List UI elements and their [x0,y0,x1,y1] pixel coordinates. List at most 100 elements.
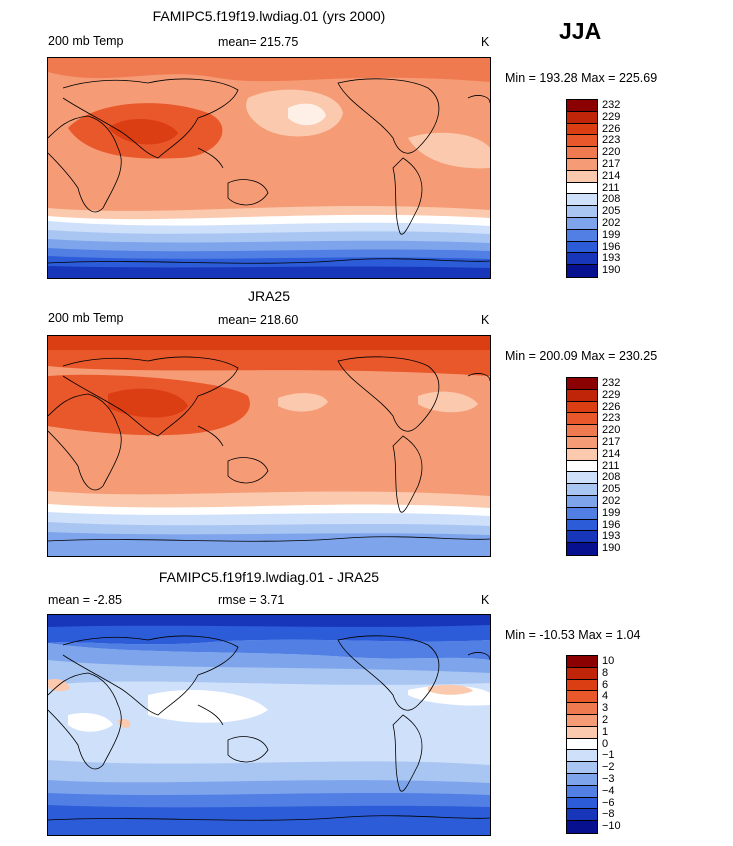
panel-3-colorbar-swatch [567,726,597,739]
colorbar-tick-label: −2 [602,761,615,774]
colorbar-tick-label: 190 [602,264,621,277]
colorbar-tick-label: −3 [602,772,615,785]
panel-2-colorbar-swatch [567,543,597,555]
panel-3-mean-label: mean = -2.85 [48,593,123,607]
panel-2-colorbar-swatch [567,484,597,496]
colorbar-tick-label: 10 [602,655,615,667]
colorbar-tick-label: 1 [602,725,609,738]
panel-2-colorbar-labels: 232 229 226 223 220 217 214 211 208 205 … [602,377,620,554]
colorbar-tick-label: 199 [602,228,621,241]
panel-1-colorbar-swatch [567,229,597,242]
colorbar-tick-label: 229 [602,110,621,123]
panel-3-colorbar-swatch [567,809,597,822]
colorbar-tick-label: 220 [602,146,621,159]
panel-2-map [47,335,491,557]
panel-2-variable-label: 200 mb Temp [48,311,124,325]
panel-3-colorbar-swatch [567,738,597,751]
panel-1-colorbar [566,99,598,278]
colorbar-tick-label: 211 [602,181,620,194]
colorbar-tick-label: 8 [602,666,609,679]
panel-1-colorbar-swatch [567,158,597,171]
panel-1-colorbar-swatch [567,135,597,148]
panel-2-colorbar-swatch [567,378,597,390]
panel-2-colorbar-swatch [567,436,597,449]
colorbar-tick-label: 223 [602,412,621,425]
panel-2-minmax: Min = 200.09 Max = 230.25 [505,349,658,363]
panel-2-mean-label: mean= 218.60 [218,313,299,327]
colorbar-tick-label: 199 [602,506,621,519]
panel-3-rmse-label: rmse = 3.71 [218,593,285,607]
colorbar-tick-label: 232 [602,377,621,389]
panel-3-colorbar-swatch [567,785,597,798]
colorbar-tick-label: 205 [602,205,621,218]
panel-3-colorbar-swatch [567,656,597,668]
panel-2-colorbar-swatch [567,531,597,544]
colorbar-tick-label: 229 [602,388,621,401]
colorbar-tick-label: 214 [602,169,621,182]
colorbar-tick-label: 2 [602,713,609,726]
colorbar-tick-label: 3 [602,702,609,715]
colorbar-tick-label: 202 [602,216,621,229]
colorbar-tick-label: 217 [602,157,621,170]
colorbar-tick-label: −10 [602,820,621,833]
panel-2-colorbar-swatch [567,425,597,437]
panel-3-units-label: K [481,593,490,607]
colorbar-tick-label: 220 [602,424,621,437]
panel-2-colorbar-swatch [567,413,597,426]
panel-1-mean-label: mean= 215.75 [218,35,299,49]
panel-1-colorbar-swatch [567,194,597,207]
colorbar-tick-label: 211 [602,459,620,472]
panel-1-colorbar-swatch [567,111,597,124]
panel-1-colorbar-swatch [567,170,597,183]
panel-1-colorbar-swatch [567,253,597,266]
panel-3-colorbar-swatch [567,691,597,704]
panel-3-minmax: Min = -10.53 Max = 1.04 [505,628,641,642]
colorbar-tick-label: 193 [602,252,621,265]
colorbar-tick-label: 193 [602,530,621,543]
panel-2-colorbar-swatch [567,401,597,414]
panel-3-title: FAMIPC5.f19f19.lwdiag.01 - JRA25 [158,569,380,585]
panel-3-colorbar-labels: 10 8 6 4 3 2 1 0 −1 −2 −3 −4 −6 −8 −10 [602,655,621,832]
colorbar-tick-label: 223 [602,134,621,147]
panel-1-colorbar-swatch [567,123,597,136]
colorbar-tick-label: 196 [602,518,621,531]
panel-2-colorbar-swatch [567,495,597,508]
panel-2-colorbar-swatch [567,472,597,485]
colorbar-tick-label: −8 [602,808,615,821]
colorbar-tick-label: 0 [602,737,609,750]
panel-3-colorbar-swatch [567,750,597,763]
panel-1-colorbar-swatch [567,241,597,254]
panel-3-colorbar-swatch [567,703,597,715]
panel-2-colorbar [566,377,598,556]
colorbar-tick-label: 205 [602,483,621,496]
panel-3-colorbar-swatch [567,679,597,692]
colorbar-tick-label: 232 [602,99,621,111]
panel-1-variable-label: 200 mb Temp [48,34,124,48]
panel-1-colorbar-swatch [567,182,597,195]
panel-1-colorbar-swatch [567,147,597,159]
panel-3-colorbar [566,655,598,834]
panel-1-colorbar-swatch [567,206,597,218]
panel-1-colorbar-swatch [567,265,597,277]
season-label: JJA [559,18,602,44]
colorbar-tick-label: −1 [602,749,615,762]
panel-2-title: JRA25 [247,288,291,304]
colorbar-tick-label: 214 [602,447,621,460]
panel-3-colorbar-swatch [567,821,597,833]
panel-2-colorbar-swatch [567,507,597,520]
colorbar-tick-label: 217 [602,435,621,448]
panel-2-colorbar-swatch [567,448,597,461]
colorbar-tick-label: 196 [602,240,621,253]
panel-3-colorbar-swatch [567,797,597,810]
panel-1-units-label: K [481,35,490,49]
colorbar-tick-label: 4 [602,690,609,703]
colorbar-tick-label: 202 [602,494,621,507]
colorbar-tick-label: 208 [602,471,621,484]
panel-1-colorbar-labels: 232 229 226 223 220 217 214 211 208 205 … [602,99,620,276]
panel-3-colorbar-swatch [567,667,597,680]
colorbar-tick-label: 226 [602,122,621,135]
panel-3-map [47,614,491,836]
colorbar-tick-label: 190 [602,542,621,555]
panel-1-colorbar-swatch [567,217,597,230]
colorbar-tick-label: 6 [602,678,609,691]
